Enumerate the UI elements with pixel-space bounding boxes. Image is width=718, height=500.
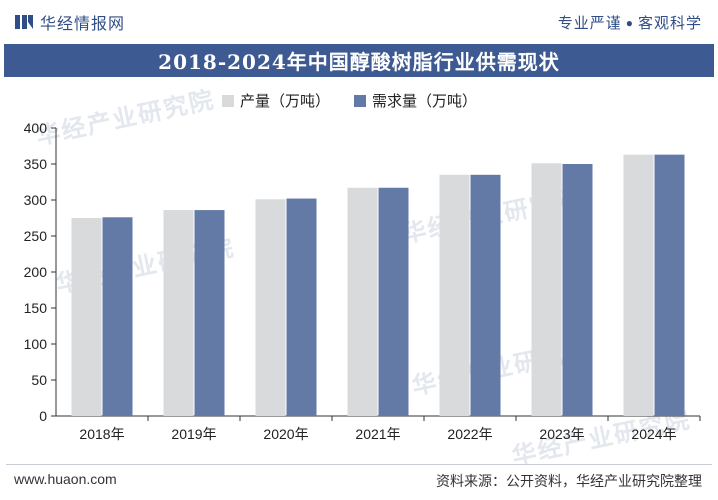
slogan: 专业严谨 ● 客观科学 bbox=[558, 12, 702, 33]
x-tick-label: 2022年 bbox=[447, 426, 492, 442]
y-tick-label: 100 bbox=[24, 336, 48, 352]
legend-item-demand: 需求量（万吨） bbox=[354, 90, 477, 111]
brand: 华经情报网 bbox=[14, 10, 125, 34]
bar-production bbox=[163, 210, 194, 416]
bar-production bbox=[71, 218, 102, 416]
footer-source: 资料来源：公开资料，华经产业研究院整理 bbox=[436, 473, 702, 489]
bar-demand bbox=[470, 174, 501, 416]
x-tick-label: 2019年 bbox=[171, 426, 216, 442]
legend: 产量（万吨） 需求量（万吨） bbox=[222, 90, 477, 111]
chart-title: 2018-2024年中国醇酸树脂行业供需现状 bbox=[158, 50, 560, 74]
bar-demand bbox=[102, 217, 133, 416]
bar-demand bbox=[194, 210, 225, 416]
bar-production bbox=[531, 163, 562, 416]
y-tick-label: 250 bbox=[24, 228, 48, 244]
bar-production bbox=[347, 187, 378, 416]
y-tick-label: 400 bbox=[24, 120, 48, 136]
y-tick-label: 200 bbox=[24, 264, 48, 280]
x-tick-label: 2020年 bbox=[263, 426, 308, 442]
x-tick-label: 2018年 bbox=[79, 426, 124, 442]
bar-production bbox=[439, 174, 470, 416]
legend-label-demand: 需求量（万吨） bbox=[372, 93, 478, 110]
y-tick-label: 150 bbox=[24, 300, 48, 316]
legend-swatch-production bbox=[222, 94, 234, 107]
bar-demand bbox=[654, 154, 685, 416]
x-tick-label: 2021年 bbox=[355, 426, 400, 442]
title-band: 2018-2024年中国醇酸树脂行业供需现状 bbox=[4, 44, 714, 77]
slogan-dot-icon: ● bbox=[625, 15, 634, 30]
y-tick-label: 0 bbox=[39, 408, 47, 424]
bar-demand bbox=[562, 164, 593, 416]
slogan-right: 客观科学 bbox=[637, 15, 702, 32]
y-tick-label: 50 bbox=[31, 372, 47, 388]
y-tick-label: 350 bbox=[24, 156, 48, 172]
brand-name: 华经情报网 bbox=[40, 16, 126, 33]
x-tick-label: 2023年 bbox=[539, 426, 584, 442]
slogan-left: 专业严谨 bbox=[557, 15, 622, 32]
brand-logo-icon bbox=[15, 15, 33, 29]
footer-divider bbox=[6, 464, 712, 465]
legend-item-production: 产量（万吨） bbox=[222, 90, 330, 111]
bar-demand bbox=[378, 187, 409, 416]
legend-swatch-demand bbox=[354, 94, 367, 107]
bar-production bbox=[623, 154, 654, 416]
x-tick-label: 2024年 bbox=[631, 426, 676, 442]
top-bar: 华经情报网 专业严谨 ● 客观科学 bbox=[0, 0, 718, 44]
footer-url: www.huaon.com bbox=[14, 471, 117, 487]
y-tick-label: 300 bbox=[24, 192, 48, 208]
bar-demand bbox=[286, 198, 317, 416]
legend-label-production: 产量（万吨） bbox=[240, 93, 331, 110]
bar-production bbox=[255, 199, 286, 416]
